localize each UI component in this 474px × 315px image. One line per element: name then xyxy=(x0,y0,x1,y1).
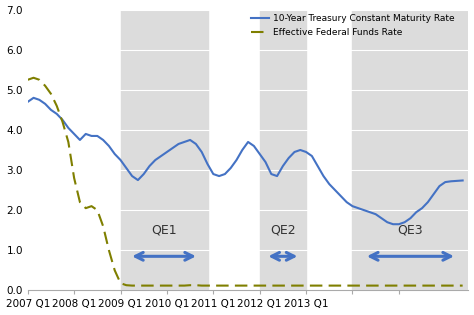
Bar xyxy=(260,9,306,290)
Text: QE2: QE2 xyxy=(270,223,296,236)
Bar xyxy=(353,9,468,290)
Legend: 10-Year Treasury Constant Maturity Rate, Effective Federal Funds Rate: 10-Year Treasury Constant Maturity Rate,… xyxy=(251,14,455,37)
Text: QE3: QE3 xyxy=(398,223,423,236)
Bar xyxy=(120,9,208,290)
Text: QE1: QE1 xyxy=(151,223,177,236)
